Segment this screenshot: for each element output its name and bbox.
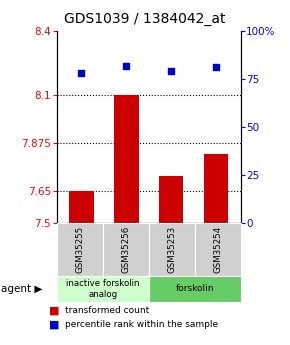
Text: GSM35255: GSM35255	[75, 226, 84, 273]
Bar	[69, 191, 94, 223]
Text: inactive forskolin
analog: inactive forskolin analog	[66, 279, 139, 299]
Text: agent ▶: agent ▶	[1, 284, 43, 294]
Point	[214, 65, 218, 70]
Text: GSM35256: GSM35256	[121, 226, 130, 273]
Text: ■: ■	[49, 306, 60, 315]
Text: ■: ■	[49, 319, 60, 329]
Text: GDS1039 / 1384042_at: GDS1039 / 1384042_at	[64, 12, 226, 26]
Point	[124, 63, 128, 68]
Point	[79, 70, 84, 76]
Text: GSM35253: GSM35253	[167, 226, 176, 273]
Bar	[114, 95, 139, 223]
Point	[169, 69, 173, 74]
Text: forskolin: forskolin	[175, 284, 214, 294]
Bar	[159, 176, 184, 223]
Bar	[204, 155, 228, 223]
Text: GSM35254: GSM35254	[213, 226, 222, 273]
Text: transformed count: transformed count	[65, 306, 150, 315]
Text: percentile rank within the sample: percentile rank within the sample	[65, 320, 218, 329]
